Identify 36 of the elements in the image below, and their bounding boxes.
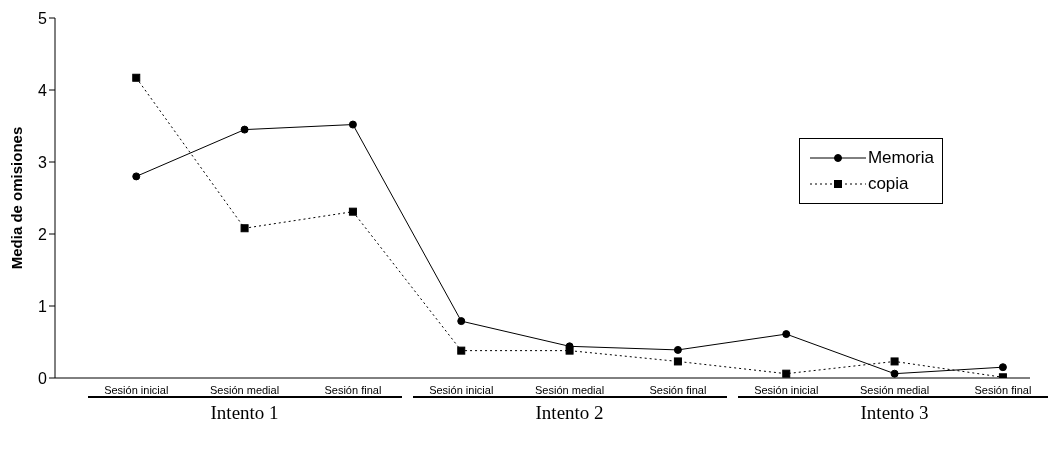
x-tick-label: Sesión medial — [210, 383, 280, 396]
legend-label: Memoria — [867, 148, 934, 168]
point — [457, 317, 466, 326]
x-tick-label: Sesión inicial — [429, 383, 494, 396]
point — [673, 345, 682, 354]
x-tick-label: Sesión medial — [860, 383, 930, 396]
text: Intento 1 — [209, 402, 280, 424]
point — [240, 125, 249, 134]
point — [457, 346, 466, 355]
point — [132, 73, 141, 82]
x-tick-label: Sesión inicial — [754, 383, 819, 396]
x-tick-label: Sesión final — [649, 383, 707, 396]
y-tick-label: 0 — [38, 369, 48, 387]
text: Intento 2 — [534, 402, 605, 424]
point — [132, 172, 141, 181]
text: Intento 3 — [859, 402, 930, 424]
y-axis-title: Media de omisiones — [8, 126, 26, 270]
y-tick-label: 5 — [38, 9, 48, 27]
x-tick-label: Sesión final — [324, 383, 382, 396]
point — [890, 369, 899, 378]
point — [348, 120, 357, 129]
point — [782, 330, 791, 339]
x-tick-label: Sesión medial — [535, 383, 605, 396]
point — [998, 363, 1007, 372]
x-tick-label: Sesión final — [974, 383, 1032, 396]
point — [782, 369, 791, 378]
point — [348, 207, 357, 216]
y-tick-label: 2 — [38, 225, 48, 243]
legend-label: copia — [867, 174, 909, 194]
y-tick-label: 3 — [38, 153, 48, 171]
point — [890, 357, 899, 366]
point — [673, 357, 682, 366]
x-tick-label: Sesión inicial — [104, 383, 169, 396]
y-tick-label: 1 — [38, 297, 48, 315]
y-tick-label: 4 — [38, 81, 48, 99]
point — [240, 224, 249, 233]
